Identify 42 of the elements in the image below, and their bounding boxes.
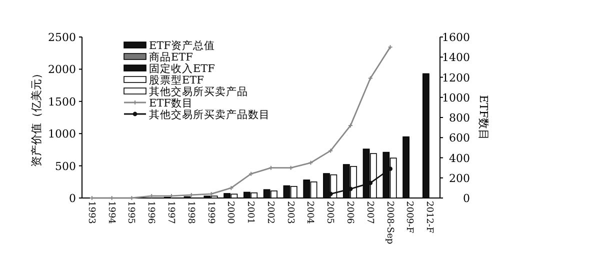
y-tick-label: 500 xyxy=(55,160,76,173)
x-tick-label: 2002 xyxy=(264,201,275,224)
y-tick-label: 1000 xyxy=(48,128,76,141)
x-tick-label: 2003 xyxy=(284,201,295,224)
y-tick-label: 2000 xyxy=(48,63,76,76)
x-tick-label: 2006 xyxy=(344,201,354,224)
legend-label: 固定收入ETF xyxy=(149,62,215,75)
y2-tick-label: 1600 xyxy=(442,31,470,44)
x-tick-label: 1999 xyxy=(205,201,216,224)
legend-label: ETF数目 xyxy=(149,98,193,110)
y2-axis-title: ETF数目 xyxy=(477,95,490,140)
x-tick-label: 2000 xyxy=(225,201,236,224)
x-tick-label: 1993 xyxy=(86,201,96,224)
legend-label: 其他交易所买卖产品数目 xyxy=(149,108,270,121)
y2-tick-label: 1000 xyxy=(442,91,470,104)
x-tick-label: 2007 xyxy=(364,201,374,224)
x-tick-label: 2008-Sep xyxy=(384,201,394,244)
y-tick-label: 2500 xyxy=(48,31,76,44)
x-tick-label: 1997 xyxy=(166,201,176,224)
x-tick-label: 1994 xyxy=(106,201,116,224)
x-tick-label: 2005 xyxy=(324,201,335,224)
y-tick-label: 0 xyxy=(69,192,76,205)
y-axis-title: 资产价值（亿美元） xyxy=(30,68,43,167)
x-tick-label: 2009-F xyxy=(404,201,414,234)
legend-label: 其他交易所买卖产品 xyxy=(149,85,248,98)
y2-tick-label: 400 xyxy=(449,152,470,165)
x-tick-label: 1996 xyxy=(146,201,156,224)
x-tick-label: 1998 xyxy=(185,201,196,224)
y2-tick-label: 0 xyxy=(463,192,470,205)
x-tick-label: 2012-F xyxy=(424,201,434,234)
x-tick-label: 2004 xyxy=(304,201,315,224)
y2-tick-label: 800 xyxy=(449,112,470,124)
x-tick-label: 2001 xyxy=(245,201,256,224)
y2-tick-label: 1200 xyxy=(442,71,470,84)
legend-label: 股票型ETF xyxy=(149,74,204,86)
x-tick-label: 1995 xyxy=(126,201,136,224)
legend-label: ETF资产总值 xyxy=(149,39,215,52)
y2-tick-label: 200 xyxy=(449,172,470,185)
y2-tick-label: 1400 xyxy=(442,51,470,64)
legend-label: 商品ETF xyxy=(149,50,193,64)
y-tick-label: 1500 xyxy=(48,95,76,108)
y2-tick-label: 600 xyxy=(449,132,470,145)
